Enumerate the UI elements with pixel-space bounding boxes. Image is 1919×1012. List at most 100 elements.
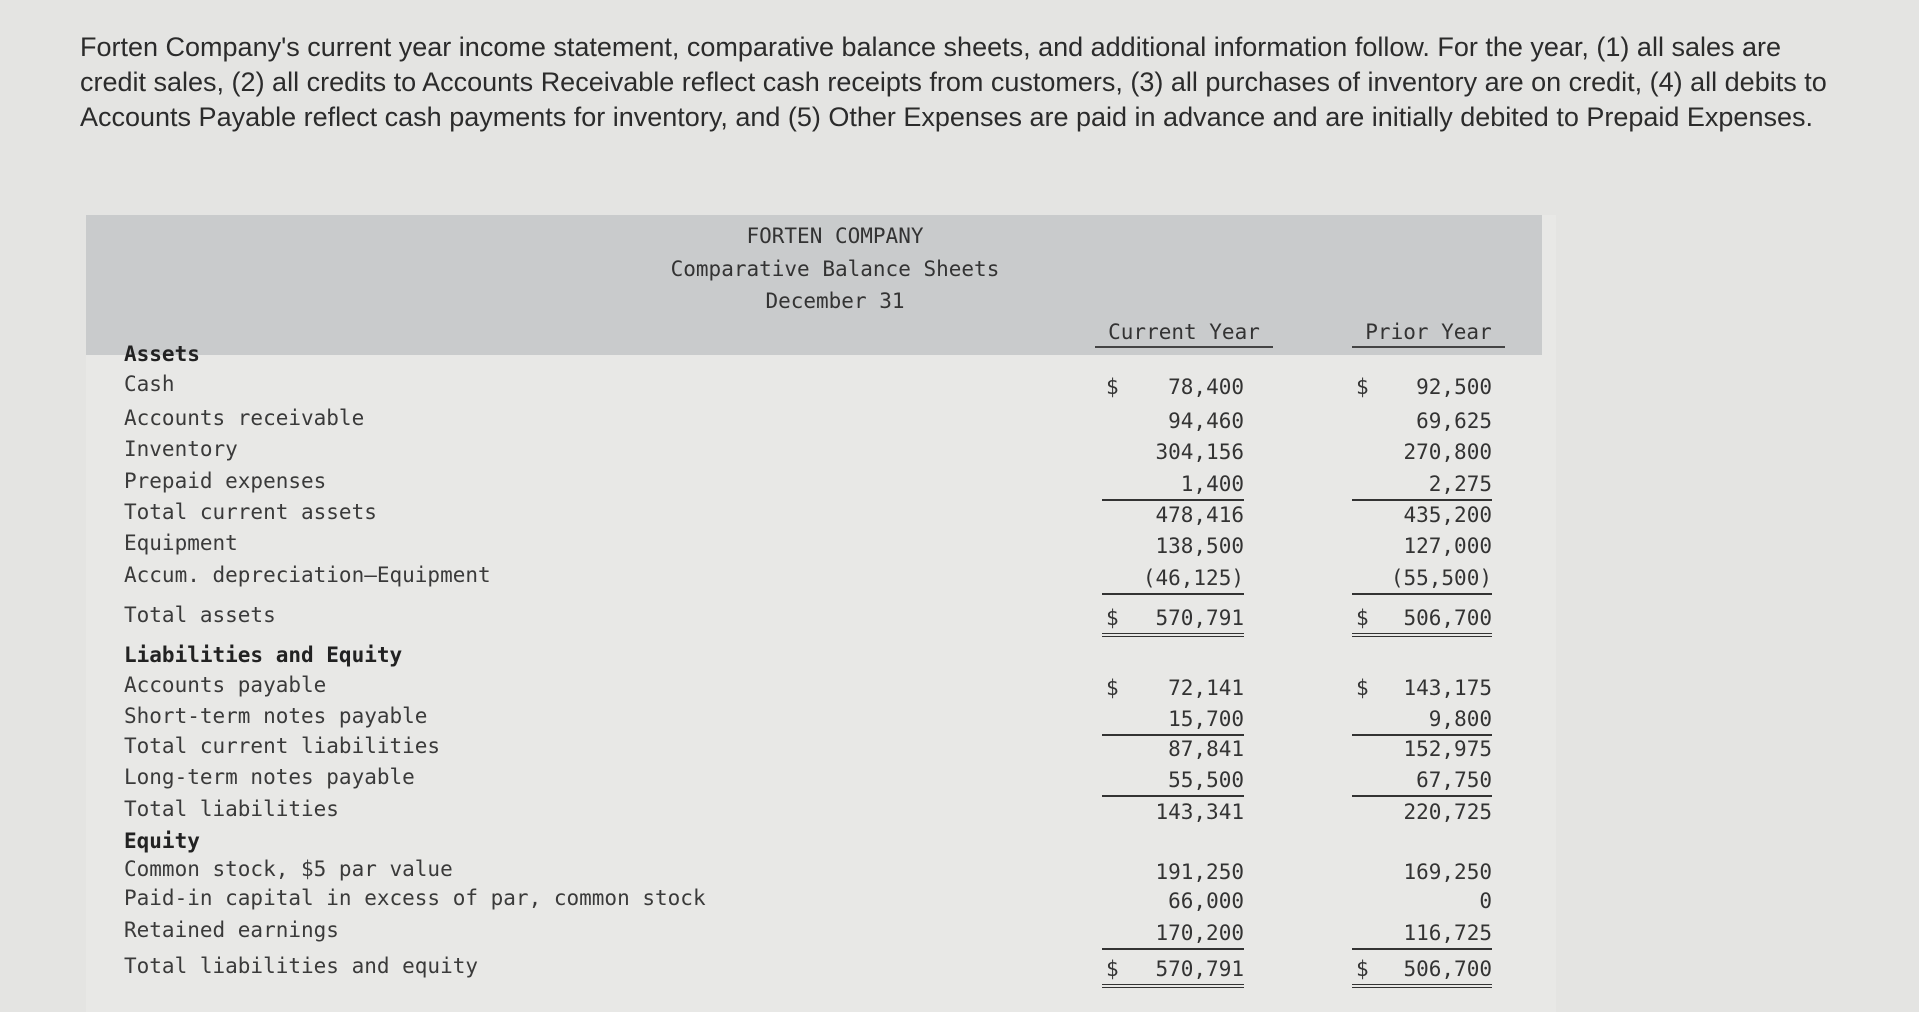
current-year-value: 191,250 — [1102, 857, 1244, 887]
currency-symbol: $ — [1106, 957, 1119, 981]
current-year-value: 138,500 — [1102, 531, 1244, 561]
amount: 169,250 — [1403, 860, 1492, 884]
amount: 570,791 — [1155, 606, 1244, 630]
company-name: FORTEN COMPANY — [746, 224, 924, 248]
prior-year-value: $506,700 — [1352, 603, 1492, 637]
prior-year-value: 220,725 — [1352, 797, 1492, 827]
table-row: Paid-in capital in excess of par, common… — [0, 886, 1919, 916]
current-year-value: 66,000 — [1102, 886, 1244, 916]
table-row: Retained earnings 170,200 116,725 — [0, 918, 1919, 950]
amount: 69,625 — [1416, 409, 1492, 433]
table-row: Total current liabilities 87,841 152,975 — [0, 734, 1919, 764]
row-label: Prepaid expenses — [124, 469, 327, 493]
row-label: Total current liabilities — [124, 734, 441, 758]
row-label: Short-term notes payable — [124, 704, 428, 728]
amount: 506,700 — [1403, 957, 1492, 981]
current-year-value: 55,500 — [1102, 765, 1244, 797]
table-row: Cash $78,400 $92,500 — [0, 372, 1919, 402]
currency-symbol: $ — [1356, 606, 1369, 630]
amount: 138,500 — [1155, 534, 1244, 558]
row-label: Assets — [124, 342, 200, 366]
current-year-value: 170,200 — [1102, 918, 1244, 950]
table-row: Prepaid expenses 1,400 2,275 — [0, 469, 1919, 501]
prior-year-value: 67,750 — [1352, 765, 1492, 797]
currency-symbol: $ — [1106, 676, 1119, 700]
row-label: Inventory — [124, 437, 238, 461]
table-row: Total current assets 478,416 435,200 — [0, 500, 1919, 530]
amount: 67,750 — [1416, 768, 1492, 792]
prior-year-value: 270,800 — [1352, 437, 1492, 467]
column-header-prior-year: Prior Year — [1352, 320, 1505, 348]
current-year-value: 15,700 — [1102, 704, 1244, 736]
current-year-value: $570,791 — [1102, 603, 1244, 637]
prior-year-value: 9,800 — [1352, 704, 1492, 736]
amount: 304,156 — [1155, 440, 1244, 464]
table-row: Total assets $570,791 $506,700 — [0, 603, 1919, 637]
amount: 55,500 — [1168, 768, 1244, 792]
table-row: Inventory 304,156 270,800 — [0, 437, 1919, 467]
row-label: Accounts payable — [124, 673, 327, 697]
current-year-value: 1,400 — [1102, 469, 1244, 501]
amount: 87,841 — [1168, 737, 1244, 761]
prior-year-value: 116,725 — [1352, 918, 1492, 950]
table-row: Equipment 138,500 127,000 — [0, 531, 1919, 561]
amount: 143,175 — [1403, 676, 1492, 700]
amount: 435,200 — [1403, 503, 1492, 527]
amount: 191,250 — [1155, 860, 1244, 884]
amount: 570,791 — [1155, 957, 1244, 981]
amount: 0 — [1479, 889, 1492, 913]
problem-description: Forten Company's current year income sta… — [80, 32, 1827, 132]
amount: 78,400 — [1168, 375, 1244, 399]
amount: 170,200 — [1155, 921, 1244, 945]
amount: 270,800 — [1403, 440, 1492, 464]
prior-year-value: 152,975 — [1352, 734, 1492, 764]
prior-year-value: 169,250 — [1352, 857, 1492, 887]
amount: 143,341 — [1155, 800, 1244, 824]
currency-symbol: $ — [1356, 375, 1369, 399]
row-label: Total liabilities — [124, 797, 339, 821]
table-row: Long-term notes payable 55,500 67,750 — [0, 765, 1919, 797]
row-label: Accum. depreciation—Equipment — [124, 563, 491, 587]
current-year-value: 304,156 — [1102, 437, 1244, 467]
amount: 506,700 — [1403, 606, 1492, 630]
row-label: Liabilities and Equity — [124, 643, 403, 667]
row-label: Long-term notes payable — [124, 765, 415, 789]
column-header-current-year: Current Year — [1095, 320, 1273, 348]
row-label: Cash — [124, 372, 175, 396]
amount: 9,800 — [1428, 707, 1492, 731]
amount: 116,725 — [1403, 921, 1492, 945]
table-row: Total liabilities and equity $570,791 $506… — [0, 954, 1919, 988]
row-label: Paid-in capital in excess of par, common… — [124, 886, 706, 910]
currency-symbol: $ — [1356, 676, 1369, 700]
current-year-value: $570,791 — [1102, 954, 1244, 988]
prior-year-value: 435,200 — [1352, 500, 1492, 530]
currency-symbol: $ — [1356, 957, 1369, 981]
prior-year-value: $92,500 — [1352, 372, 1492, 402]
row-label: Equity — [124, 829, 200, 853]
current-year-value: 94,460 — [1102, 406, 1244, 436]
row-label: Common stock, $5 par value — [124, 857, 453, 881]
current-year-value: 87,841 — [1102, 734, 1244, 764]
row-label: Retained earnings — [124, 918, 339, 942]
table-row: Equity — [0, 829, 1919, 859]
amount: 66,000 — [1168, 889, 1244, 913]
prior-year-value: $506,700 — [1352, 954, 1492, 988]
amount: 92,500 — [1416, 375, 1492, 399]
prior-year-value: (55,500) — [1352, 563, 1492, 595]
table-row: Accum. depreciation—Equipment (46,125) (55… — [0, 563, 1919, 595]
prior-year-value: 0 — [1352, 886, 1492, 916]
current-year-value: 143,341 — [1102, 797, 1244, 827]
table-row: Assets — [0, 342, 1919, 372]
table-row: Total liabilities 143,341 220,725 — [0, 797, 1919, 827]
prior-year-value: 127,000 — [1352, 531, 1492, 561]
currency-symbol: $ — [1106, 606, 1119, 630]
table-row: Short-term notes payable 15,700 9,800 — [0, 704, 1919, 736]
amount: 220,725 — [1403, 800, 1492, 824]
current-year-value: $78,400 — [1102, 372, 1244, 402]
table-header-band — [86, 215, 1542, 355]
table-row: Liabilities and Equity — [0, 643, 1919, 673]
amount: 2,275 — [1428, 472, 1492, 496]
amount: (46,125) — [1142, 566, 1244, 590]
amount: 1,400 — [1180, 472, 1244, 496]
prior-year-value: 69,625 — [1352, 406, 1492, 436]
